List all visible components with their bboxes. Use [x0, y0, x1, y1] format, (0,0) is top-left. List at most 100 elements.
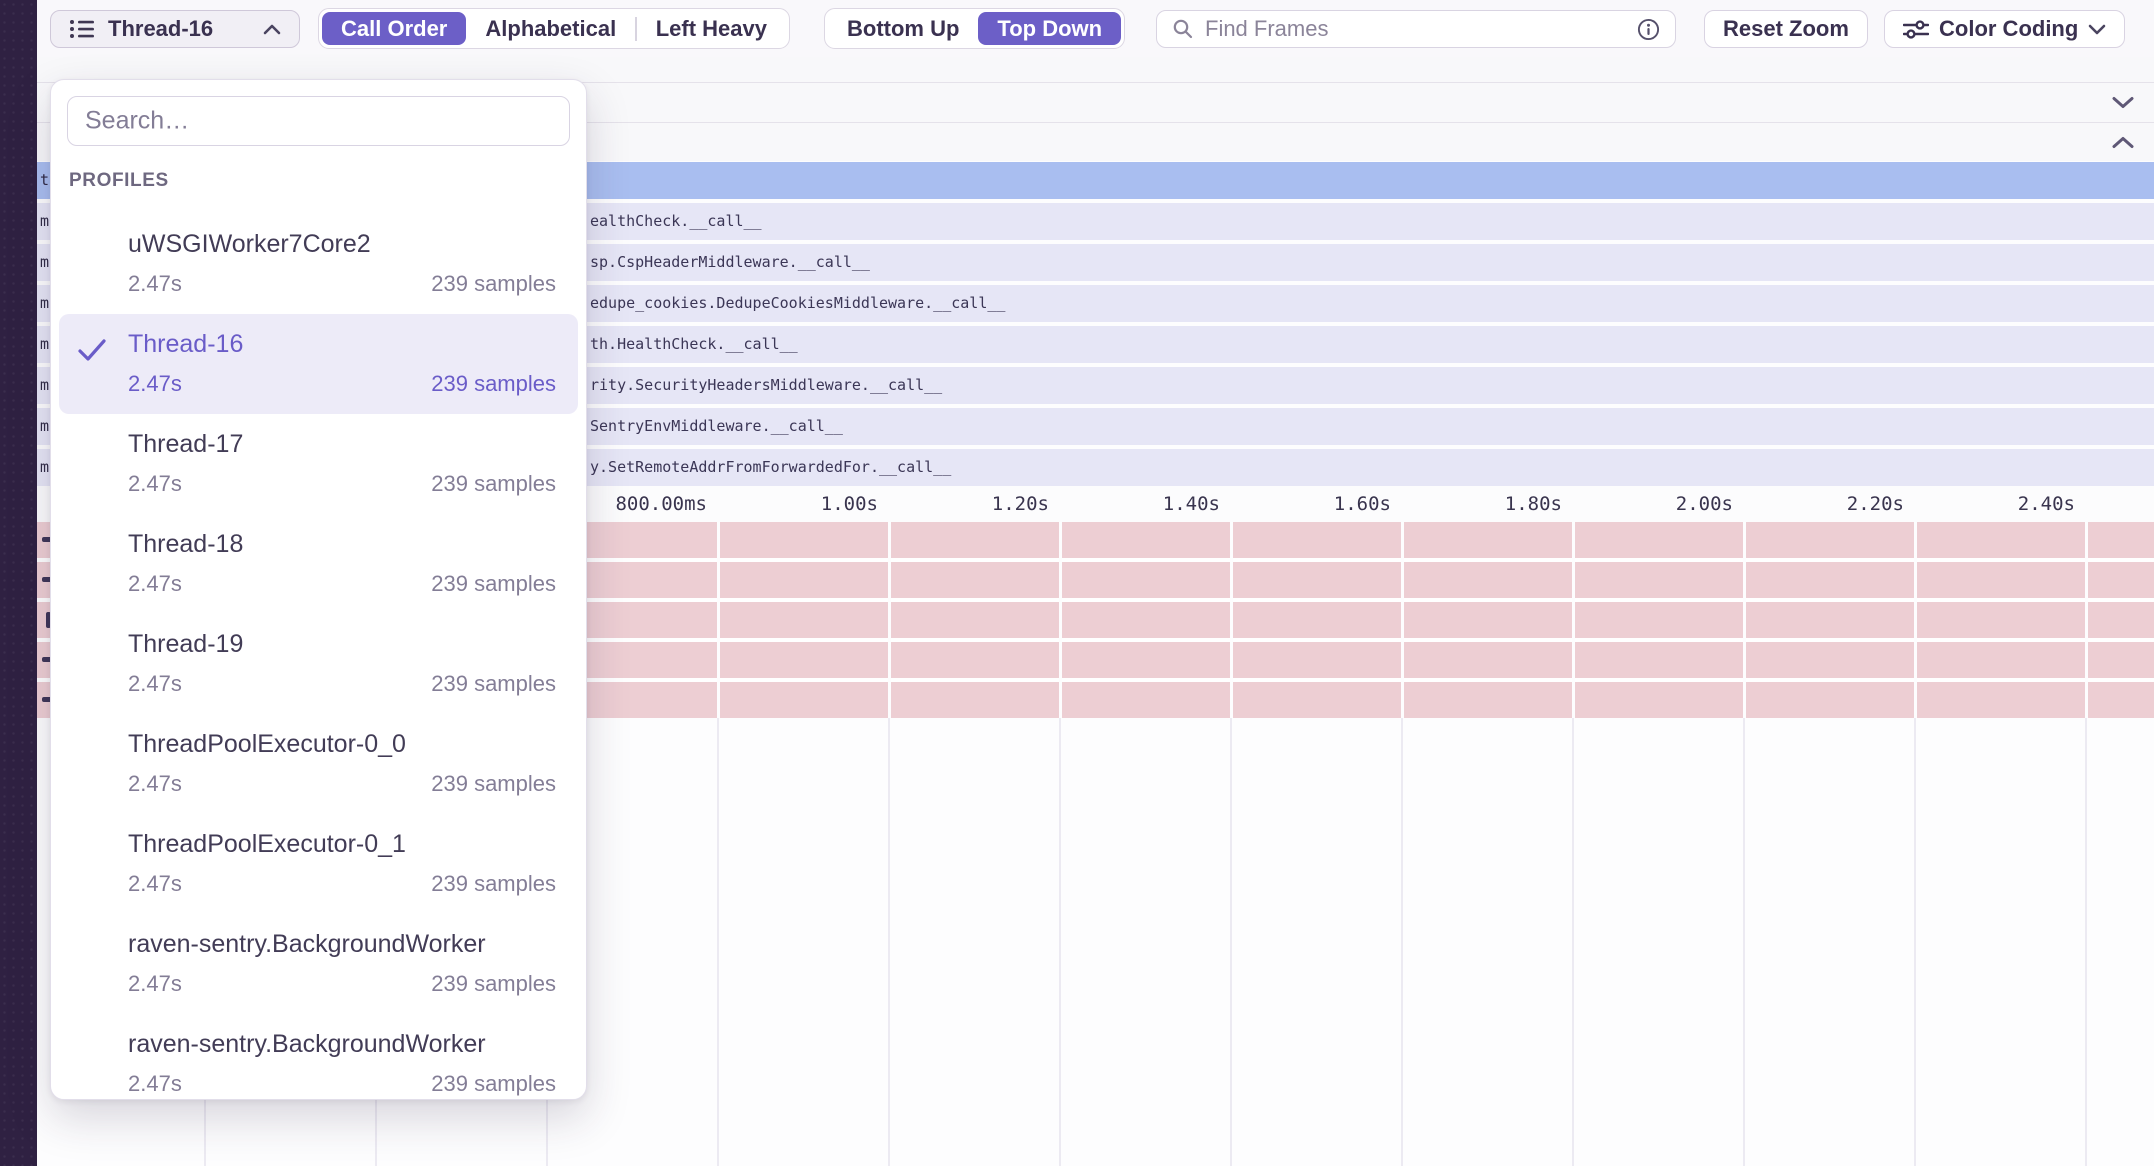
frame-label-clipped: m	[40, 458, 50, 476]
direction-option-top-down[interactable]: Top Down	[978, 12, 1122, 45]
dropdown-search-input[interactable]: Search…	[67, 96, 570, 146]
list-icon	[69, 18, 96, 40]
profile-sample-count: 239 samples	[431, 871, 556, 896]
profile-list-item[interactable]: raven-sentry.BackgroundWorker 2.47s 239 …	[59, 914, 578, 1014]
profile-sample-count: 239 samples	[431, 771, 556, 796]
collapse-chevron-up-icon[interactable]	[2112, 136, 2134, 149]
frame-label: SentryEnvMiddleware.__call__	[590, 417, 843, 435]
color-coding-button[interactable]: Color Coding	[1884, 10, 2126, 48]
grid-line	[717, 522, 720, 718]
profiles-list: uWSGIWorker7Core2 2.47s 239 samples Thre…	[51, 214, 586, 1114]
frame-label: th.HealthCheck.__call__	[590, 335, 798, 353]
sort-mode-segmented: Call Order Alphabetical Left Heavy	[318, 8, 790, 49]
profile-sample-count: 239 samples	[431, 1071, 556, 1096]
grid-line	[1401, 718, 1403, 1166]
grid-line	[717, 718, 719, 1166]
profile-sample-count: 239 samples	[431, 371, 556, 396]
axis-tick-label: 1.00s	[820, 493, 878, 515]
profile-name: Thread-19	[128, 630, 244, 658]
grid-line	[1914, 718, 1916, 1166]
profile-list-item[interactable]: Thread-16 2.47s 239 samples	[59, 314, 578, 414]
profile-sample-count: 239 samples	[431, 471, 556, 496]
profile-name: raven-sentry.BackgroundWorker	[128, 930, 486, 958]
profile-list-item[interactable]: ThreadPoolExecutor-0_0 2.47s 239 samples	[59, 714, 578, 814]
thread-selector-button[interactable]: Thread-16	[50, 10, 300, 48]
ui-frame-clipped-mark	[42, 537, 55, 542]
profile-sample-count: 239 samples	[431, 271, 556, 296]
dropdown-search-placeholder: Search…	[85, 106, 190, 135]
grid-line	[1914, 522, 1917, 718]
left-sidebar-strip	[0, 0, 37, 1166]
color-coding-label: Color Coding	[1939, 16, 2079, 41]
axis-tick-label: 800.00ms	[615, 493, 707, 515]
profile-list-item[interactable]: Thread-18 2.47s 239 samples	[59, 514, 578, 614]
grid-line	[2085, 522, 2088, 718]
profile-name: uWSGIWorker7Core2	[128, 230, 371, 258]
thread-selector-label: Thread-16	[108, 16, 214, 41]
profile-list-item[interactable]: Thread-19 2.47s 239 samples	[59, 614, 578, 714]
flamegraph-section-bar[interactable]	[37, 123, 2154, 161]
thread-dropdown-panel: Search… PROFILES uWSGIWorker7Core2 2.47s…	[50, 79, 587, 1100]
profile-duration: 2.47s	[128, 271, 182, 296]
grid-line	[1401, 522, 1404, 718]
profile-duration: 2.47s	[128, 971, 182, 996]
profile-name: raven-sentry.BackgroundWorker	[128, 1030, 486, 1058]
ui-frame-clipped-mark	[46, 612, 51, 628]
ui-frame-clipped-mark	[42, 577, 55, 582]
ui-frame-clipped-mark	[42, 657, 55, 662]
profile-name: ThreadPoolExecutor-0_1	[128, 830, 406, 858]
frame-label: edupe_cookies.DedupeCookiesMiddleware.__…	[590, 294, 1006, 312]
sort-option-left-heavy[interactable]: Left Heavy	[655, 15, 767, 41]
profile-sample-count: 239 samples	[431, 671, 556, 696]
axis-tick-label: 1.60s	[1333, 493, 1391, 515]
profile-name: Thread-16	[128, 330, 244, 358]
profile-name: Thread-17	[128, 430, 244, 458]
profile-sample-count: 239 samples	[431, 571, 556, 596]
axis-tick-label: 2.00s	[1675, 493, 1733, 515]
segment-divider	[635, 16, 637, 41]
chevron-up-icon	[263, 24, 281, 35]
collapse-chevron-down-icon[interactable]	[2112, 96, 2134, 109]
profile-duration: 2.47s	[128, 571, 182, 596]
sort-option-call-order[interactable]: Call Order	[322, 12, 467, 45]
axis-tick-label: 1.80s	[1504, 493, 1562, 515]
profile-duration: 2.47s	[128, 1071, 182, 1096]
frame-label: rity.SecurityHeadersMiddleware.__call__	[590, 376, 943, 394]
grid-line	[1572, 522, 1575, 718]
profile-duration: 2.47s	[128, 371, 182, 396]
axis-tick-label: 1.20s	[991, 493, 1049, 515]
frame-label: ealthCheck.__call__	[590, 212, 762, 230]
axis-tick-label: 2.20s	[1846, 493, 1904, 515]
check-icon	[75, 336, 109, 364]
find-frames-input[interactable]: Find Frames	[1156, 10, 1676, 48]
axis-tick-label: 2.40s	[2017, 493, 2075, 515]
grid-line	[1059, 718, 1061, 1166]
minimap-section-bar[interactable]	[37, 82, 2154, 123]
frame-label-clipped: m	[40, 212, 50, 230]
reset-zoom-label: Reset Zoom	[1723, 16, 1849, 41]
grid-line	[2085, 718, 2087, 1166]
grid-line	[1743, 718, 1745, 1166]
direction-option-bottom-up[interactable]: Bottom Up	[847, 15, 960, 41]
profile-duration: 2.47s	[128, 471, 182, 496]
frame-label-clipped: m	[40, 253, 50, 271]
profile-list-item[interactable]: ThreadPoolExecutor-0_1 2.47s 239 samples	[59, 814, 578, 914]
reset-zoom-button[interactable]: Reset Zoom	[1704, 10, 1868, 48]
frame-label-clipped: m	[40, 376, 50, 394]
profile-list-item[interactable]: uWSGIWorker7Core2 2.47s 239 samples	[59, 214, 578, 314]
frame-label: sp.CspHeaderMiddleware.__call__	[590, 253, 870, 271]
grid-line	[1572, 718, 1574, 1166]
ui-frame-clipped-mark	[42, 697, 55, 702]
grid-line	[888, 522, 891, 718]
chevron-down-icon	[2088, 24, 2106, 35]
frame-label-clipped: m	[40, 417, 50, 435]
frame-label: y.SetRemoteAddrFromForwardedFor.__call__	[590, 458, 952, 476]
frame-label-clipped: t	[40, 171, 50, 189]
profile-list-item[interactable]: Thread-17 2.47s 239 samples	[59, 414, 578, 514]
toolbar: Thread-16 Call Order Alphabetical Left Hea…	[37, 0, 2154, 57]
info-icon[interactable]	[1636, 17, 1661, 42]
profile-duration: 2.47s	[128, 771, 182, 796]
profile-list-item[interactable]: raven-sentry.BackgroundWorker 2.47s 239 …	[59, 1014, 578, 1114]
profile-duration: 2.47s	[128, 871, 182, 896]
sort-option-alphabetical[interactable]: Alphabetical	[485, 15, 617, 41]
